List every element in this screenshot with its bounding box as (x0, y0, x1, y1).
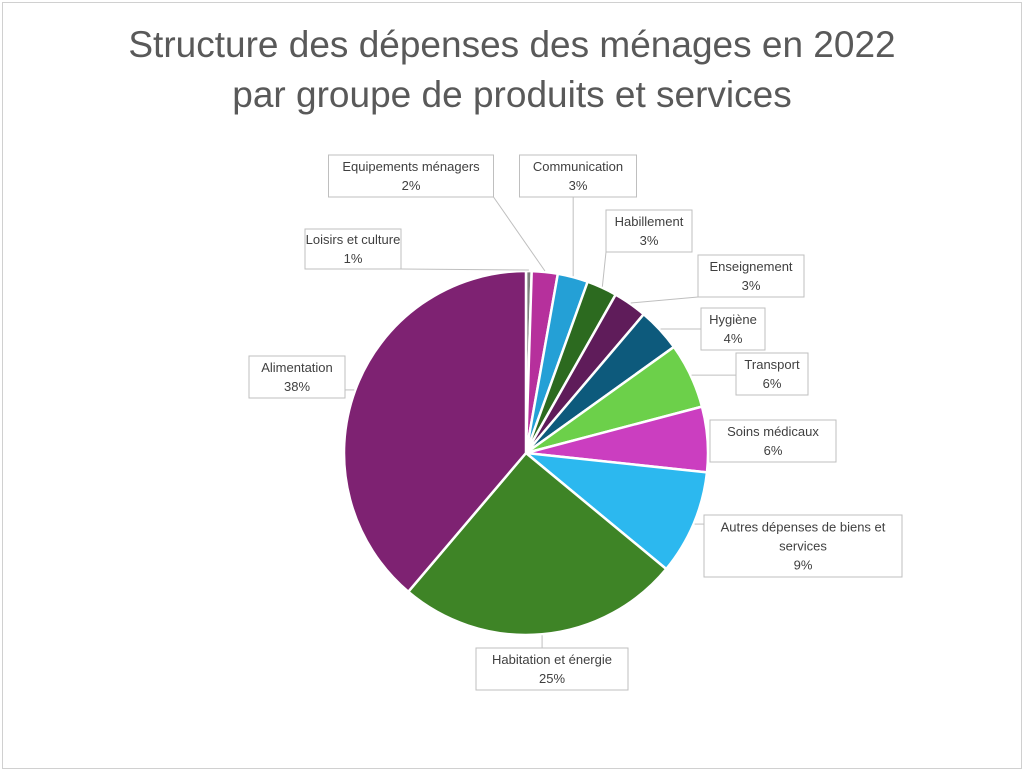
chart-title: Structure des dépenses des ménages en 20… (0, 20, 1024, 120)
data-label-name-equipements-menagers: Equipements ménagers (342, 159, 480, 174)
data-label-name-loisirs-et-culture: Loisirs et culture (306, 232, 401, 247)
pie-slice-alimentation (342, 269, 528, 594)
data-label-box-autres-depenses-de-biens-et-services (703, 514, 903, 578)
leader-line-habillement (601, 251, 607, 287)
data-label-value-transport: 6% (763, 376, 782, 391)
chart-title-line-2: par groupe de produits et services (232, 74, 792, 115)
data-label-value-soins-medicaux: 6% (764, 443, 783, 458)
data-label-value-hygiene: 4% (724, 331, 743, 346)
data-label-value-habitation-et-energie: 25% (539, 671, 565, 686)
data-label-name-enseignement: Enseignement (709, 259, 792, 274)
data-label-name-autres-depenses-de-biens-et-services-2: services (779, 539, 827, 554)
data-label-name-communication: Communication (533, 159, 623, 174)
leader-line-enseignement (630, 296, 699, 304)
data-label-value-alimentation: 38% (284, 379, 310, 394)
data-label-box-hygiene (700, 307, 766, 351)
data-label-box-habitation-et-energie (475, 647, 629, 691)
leader-lines (345, 196, 736, 648)
data-label-name-transport: Transport (744, 357, 800, 372)
data-label-box-enseignement (697, 254, 805, 298)
pie-slice-autres-depenses-de-biens-et-services (524, 451, 709, 571)
data-label-value-communication: 3% (569, 178, 588, 193)
data-label-name-soins-medicaux: Soins médicaux (727, 424, 819, 439)
data-label-value-equipements-menagers: 2% (402, 178, 421, 193)
data-label-name-alimentation: Alimentation (261, 360, 333, 375)
data-label-box-loisirs-et-culture (304, 228, 402, 270)
data-label-name-autres-depenses-de-biens-et-services-1: Autres dépenses de biens et (721, 520, 886, 535)
data-label-name-hygiene: Hygiène (709, 312, 757, 327)
data-label-box-transport (735, 352, 809, 396)
chart-title-line-1: Structure des dépenses des ménages en 20… (128, 24, 896, 65)
data-label-box-habillement (605, 209, 693, 253)
data-label-box-equipements-menagers (328, 154, 494, 198)
leader-line-equipements-menagers (493, 196, 546, 272)
pie-slice-habitation-et-energie (406, 451, 668, 637)
data-labels: Loisirs et culture 1% Equipements ménagers… (248, 154, 903, 691)
data-label-value-loisirs-et-culture: 1% (344, 251, 363, 266)
pie-slices (342, 269, 710, 637)
data-label-value-habillement: 3% (640, 233, 659, 248)
leader-line-loisirs-et-culture (400, 268, 529, 271)
data-label-box-communication (519, 154, 637, 198)
data-label-name-habillement: Habillement (615, 214, 684, 229)
data-label-value-enseignement: 3% (742, 278, 761, 293)
data-label-box-alimentation (248, 355, 346, 399)
data-label-name-habitation-et-energie: Habitation et énergie (492, 652, 612, 667)
data-label-value-autres-depenses-de-biens-et-services: 9% (794, 558, 813, 573)
data-label-box-soins-medicaux (709, 419, 837, 463)
